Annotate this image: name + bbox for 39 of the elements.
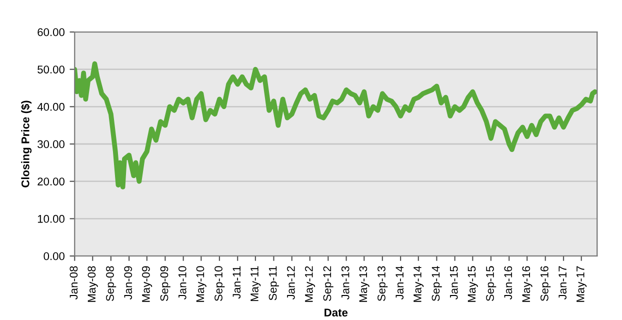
x-tick-label: May-12 [304, 266, 316, 302]
x-tick-label: Sep-15 [486, 266, 496, 302]
x-tick-label: May-13 [359, 266, 370, 302]
x-tick-label: Jan-17 [558, 266, 566, 300]
x-tick-label: May-14 [414, 266, 424, 302]
x-axis-title: Date [324, 308, 348, 316]
x-tick-label: Sep-09 [160, 266, 170, 302]
x-tick-label: Jan-10 [178, 266, 186, 300]
x-tick-label: Sep-14 [432, 266, 442, 302]
x-tick-label: Sep-11 [268, 266, 279, 300]
y-tick-label: 20.00 [38, 178, 64, 186]
x-tick-label: Sep-10 [214, 266, 225, 302]
x-tick-label: May-16 [522, 266, 532, 302]
x-tick-label: Jan-14 [396, 266, 404, 300]
x-tick-label: Sep-12 [323, 266, 334, 302]
y-tick-label: 10.00 [38, 214, 64, 223]
x-tick-label: Sep-16 [540, 266, 551, 302]
x-tick-label: Jan-16 [504, 266, 512, 300]
x-tick-label: Jan-11 [232, 266, 241, 299]
x-tick-label: Sep-08 [106, 266, 116, 302]
y-tick-label: 40.00 [37, 102, 64, 111]
x-tick-label: May-08 [88, 266, 98, 302]
x-tick-label: May-10 [196, 266, 206, 302]
y-tick-label: 50.00 [38, 66, 64, 74]
x-tick-label: May-17 [576, 266, 587, 302]
y-tick-label: 60.00 [38, 28, 64, 36]
x-tick-label: May-11 [250, 266, 261, 302]
x-tick-label: Jan-08 [70, 266, 78, 300]
x-tick-label: May-09 [142, 266, 152, 302]
y-tick-label: 0.00 [44, 252, 64, 260]
x-tick-label: Jan-15 [450, 266, 458, 300]
y-axis-title: Closing Price ($) [20, 100, 32, 188]
line-series [74, 61, 598, 190]
x-tick-label: Sep-13 [378, 266, 388, 302]
y-tick-label: 30.00 [38, 140, 64, 148]
x-tick-label: Jan-09 [124, 266, 132, 300]
x-tick-label: Jan-12 [286, 266, 295, 300]
x-tick-label: May-15 [468, 266, 478, 302]
x-tick-label: Jan-13 [341, 266, 350, 300]
